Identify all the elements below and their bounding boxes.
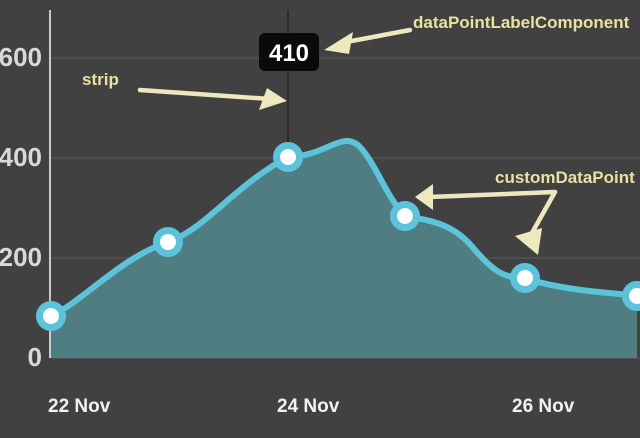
svg-text:410: 410 [269,40,309,67]
